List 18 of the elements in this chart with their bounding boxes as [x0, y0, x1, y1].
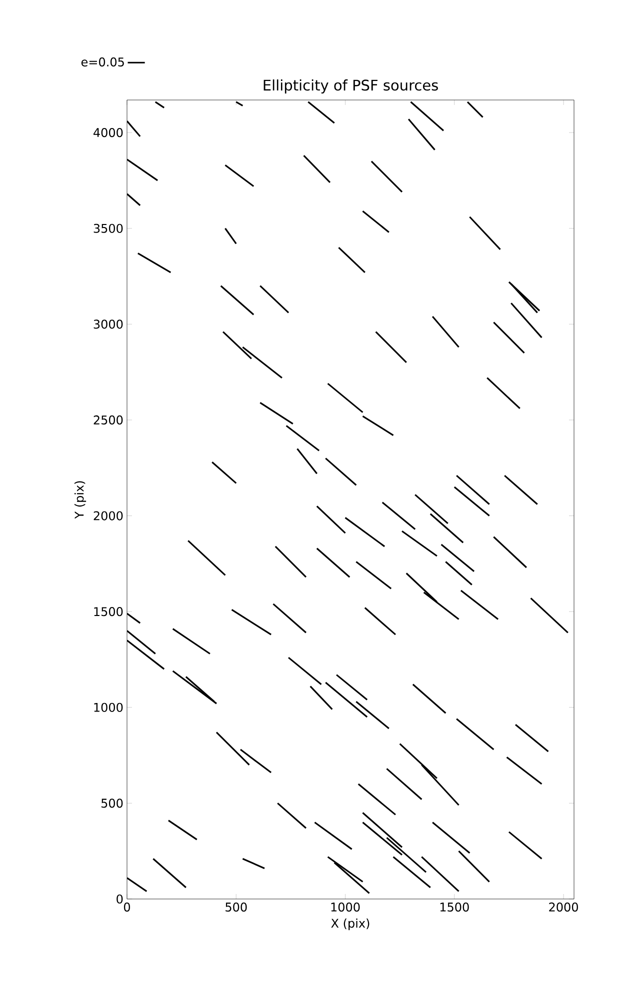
y-axis-title: Y (pix)	[74, 481, 86, 519]
x-tick-label: 1000	[331, 902, 360, 912]
x-tick-label: 1500	[440, 902, 469, 912]
y-tick-label: 3000	[94, 320, 123, 329]
y-tick-label: 1500	[94, 607, 123, 616]
x-tick-label: 500	[226, 902, 247, 912]
y-tick-label: 500	[101, 798, 123, 808]
y-tick-label: 3500	[94, 224, 123, 233]
y-tick-label: 1000	[94, 702, 123, 712]
legend-label: e=0.05	[81, 57, 124, 66]
y-tick-label: 2500	[94, 415, 123, 425]
x-axis-title: X (pix)	[331, 918, 370, 930]
x-tick-label: 0	[124, 902, 130, 912]
y-tick-label: 0	[116, 894, 123, 904]
y-tick-label: 2000	[94, 511, 123, 520]
x-tick-label: 2000	[549, 902, 578, 912]
chart-title: Ellipticity of PSF sources	[264, 79, 438, 94]
y-tick-label: 4000	[94, 128, 123, 138]
